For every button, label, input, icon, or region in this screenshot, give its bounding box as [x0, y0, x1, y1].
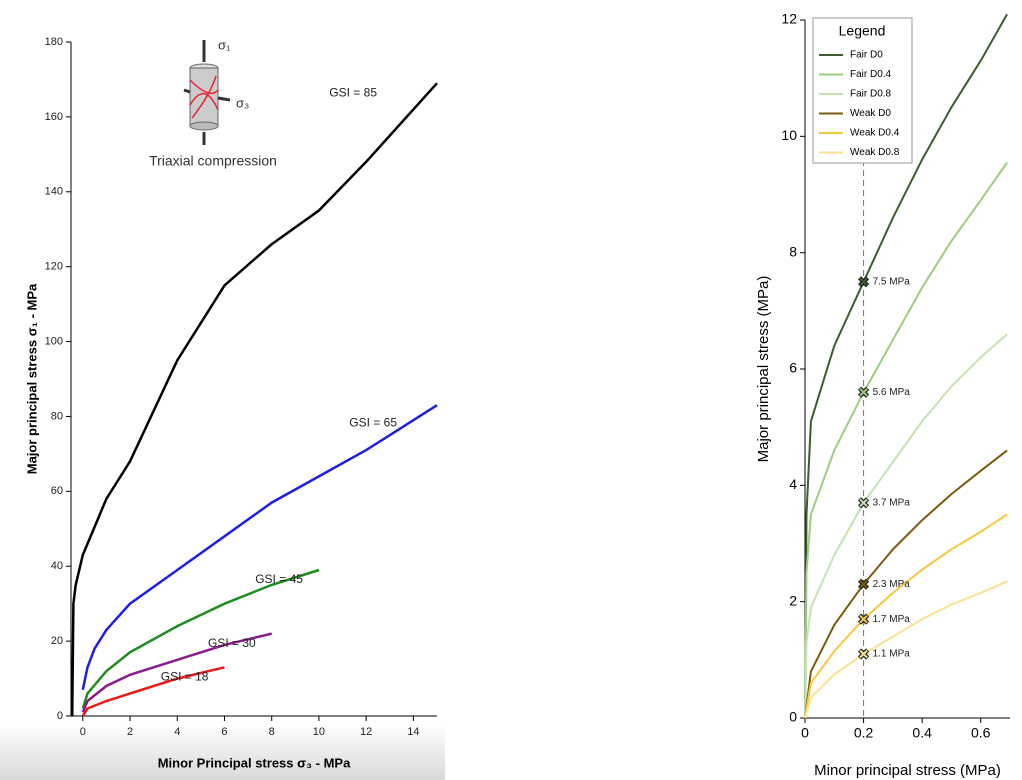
y-tick-label: 160 — [45, 111, 63, 123]
x-tick-label: 10 — [313, 726, 325, 738]
legend-label: Fair D0.4 — [850, 69, 892, 80]
curve-label: GSI = 45 — [255, 572, 303, 586]
series-line — [81, 666, 225, 717]
y-tick-label: 80 — [51, 410, 63, 422]
series-line — [70, 82, 438, 717]
legend-box — [812, 17, 913, 164]
marker-x-fill — [859, 614, 868, 624]
legend-label: Fair D0.8 — [850, 89, 892, 100]
marker-label: 7.5 MPa — [873, 276, 911, 287]
marker-label: 5.6 MPa — [873, 387, 911, 398]
y-tick-label: 0 — [57, 710, 63, 722]
x-axis-label: Minor principal stress (MPa) — [814, 762, 1001, 779]
x-tick-label: 0.6 — [971, 725, 991, 741]
marker-label: 1.7 MPa — [873, 614, 911, 625]
marker-label: 1.1 MPa — [873, 649, 911, 660]
y-tick-label: 0 — [789, 709, 797, 725]
x-tick-label: 8 — [269, 726, 275, 738]
y-axis-label: Major principal stress σ₁ - MPa — [24, 283, 39, 474]
y-tick-label: 180 — [45, 36, 63, 48]
marker-x-fill — [859, 388, 868, 397]
y-tick-label: 20 — [51, 635, 63, 647]
marker-label: 3.7 MPa — [873, 497, 911, 508]
y-axis-label: Major principal stress (MPa) — [755, 276, 772, 463]
inset-caption: Triaxial compression — [149, 153, 277, 169]
legend-title: Legend — [839, 23, 886, 39]
y-tick-label: 100 — [45, 335, 63, 347]
y-tick-label: 4 — [789, 476, 797, 492]
x-tick-label: 12 — [360, 726, 372, 738]
marker-x-fill — [859, 498, 868, 507]
x-axis-label: Minor Principal stress σ₃ - MPa — [158, 755, 351, 770]
legend-label: Fair D0 — [850, 50, 883, 61]
point-marker — [857, 497, 870, 509]
y-tick-label: 120 — [45, 261, 63, 273]
series-line — [81, 568, 320, 709]
point-marker — [857, 578, 870, 590]
series-line — [81, 404, 438, 691]
series-line — [804, 333, 1008, 719]
series-line — [804, 580, 1008, 719]
x-tick-label: 0.2 — [854, 725, 874, 741]
y-tick-label: 140 — [45, 186, 63, 198]
point-marker — [857, 276, 870, 288]
point-marker — [857, 648, 870, 660]
curve-label: GSI = 30 — [208, 636, 256, 650]
marker-x-fill — [859, 580, 868, 589]
y-tick-label: 8 — [789, 243, 797, 259]
x-tick-label: 2 — [127, 726, 133, 738]
curve-label: GSI = 18 — [161, 669, 209, 683]
y-tick-label: 40 — [51, 560, 63, 572]
point-marker — [857, 613, 870, 625]
y-tick-label: 10 — [781, 127, 797, 143]
inset-sigma3: σ₃ — [236, 95, 249, 110]
y-tick-label: 6 — [789, 360, 797, 376]
series-line — [804, 13, 1008, 719]
x-tick-label: 14 — [407, 726, 419, 738]
legend-label: Weak D0.4 — [850, 128, 900, 139]
legend-label: Weak D0.8 — [850, 147, 900, 158]
legend-label: Weak D0 — [850, 108, 891, 119]
series-line — [81, 632, 272, 713]
series-line — [804, 161, 1008, 719]
marker-label: 2.3 MPa — [873, 579, 911, 590]
y-tick-label: 2 — [789, 592, 797, 608]
series-line — [804, 513, 1008, 719]
marker-x-fill — [859, 277, 868, 286]
inset: σ₁ σ₃ Triaxial compression — [149, 37, 277, 168]
x-tick-label: 6 — [221, 726, 227, 738]
y-tick-label: 60 — [51, 485, 63, 497]
y-tick-label: 12 — [781, 11, 797, 27]
curve-label: GSI = 65 — [349, 415, 397, 429]
x-tick-label: 0 — [801, 725, 809, 741]
inset-sigma1: σ₁ — [218, 37, 231, 52]
x-tick-label: 0 — [80, 726, 86, 738]
series-line — [804, 449, 1008, 719]
marker-x-fill — [859, 649, 868, 659]
left-footer-shade — [0, 725, 445, 780]
point-marker — [857, 386, 870, 398]
x-tick-label: 0.4 — [912, 725, 932, 741]
x-tick-label: 4 — [174, 726, 180, 738]
curve-label: GSI = 85 — [329, 85, 377, 99]
